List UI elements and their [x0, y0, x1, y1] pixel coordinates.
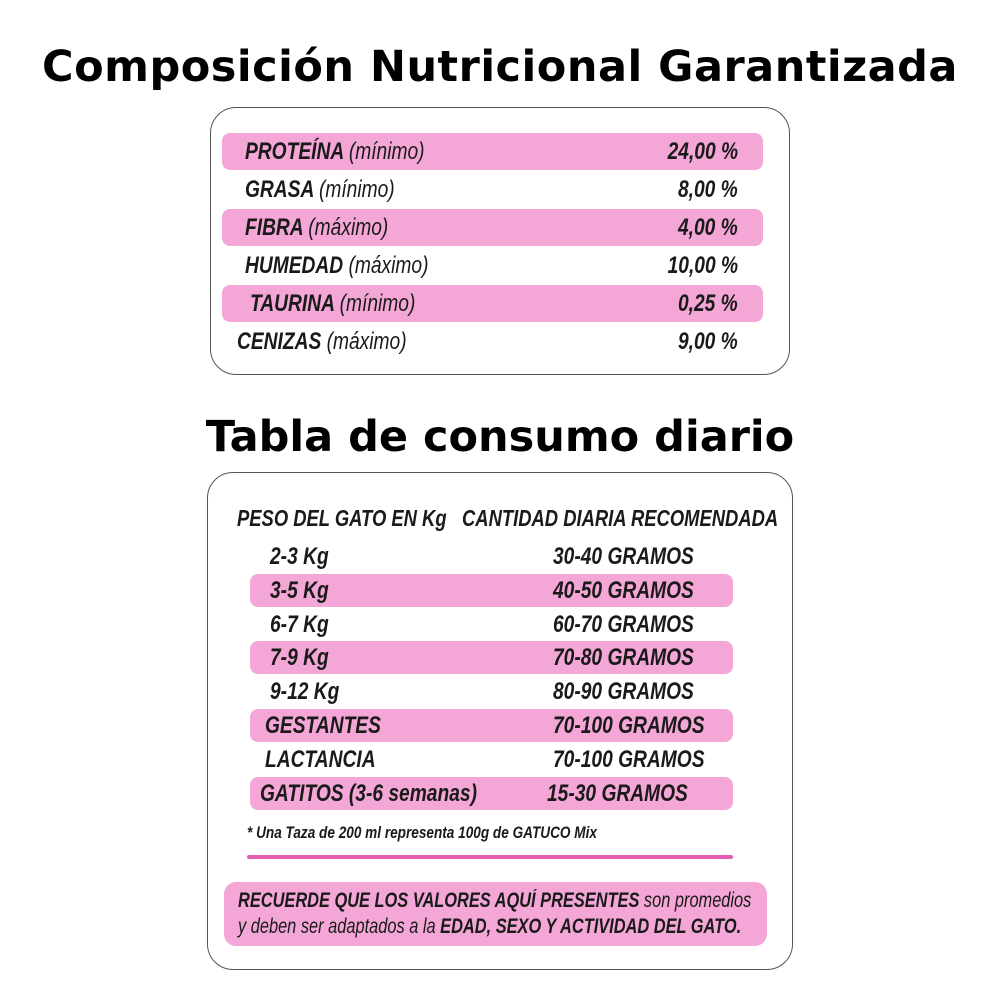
consumption-row: 9-12 Kg 80-90 GRAMOS [250, 675, 733, 708]
consumption-row: GATITOS (3-6 semanas) 15-30 GRAMOS [250, 776, 733, 810]
composition-row: CENIZAS (máximo) 9,00 % [222, 323, 763, 360]
notice-bold: RECUERDE QUE LOS VALORES AQUÍ PRESENTES [238, 889, 640, 912]
nutrient-label: CENIZAS (máximo) [237, 328, 407, 355]
nutrient-value: 10,00 % [667, 252, 738, 279]
amount-value: 40-50 GRAMOS [553, 576, 694, 604]
weight-label: 9-12 Kg [270, 678, 340, 706]
composition-title: Composición Nutricional Garantizada [42, 42, 958, 92]
nutrient-value: 4,00 % [678, 214, 738, 241]
nutrient-label: GRASA (mínimo) [245, 176, 395, 203]
header-amount: CANTIDAD DIARIA RECOMENDADA [462, 505, 779, 531]
composition-row: HUMEDAD (máximo) 10,00 % [222, 247, 763, 284]
amount-value: 80-90 GRAMOS [553, 678, 694, 706]
nutrient-label: PROTEÍNA (mínimo) [245, 138, 425, 165]
nutrient-value: 24,00 % [667, 138, 738, 165]
composition-row: PROTEÍNA (mínimo) 24,00 % [222, 133, 763, 170]
composition-row: FIBRA (máximo) 4,00 % [222, 209, 763, 246]
consumption-row: 7-9 Kg 70-80 GRAMOS [250, 641, 733, 675]
weight-label: GESTANTES [265, 712, 381, 739]
amount-value: 70-80 GRAMOS [553, 644, 694, 672]
composition-row: GRASA (mínimo) 8,00 % [222, 171, 763, 208]
consumption-header: PESO DEL GATO EN Kg CANTIDAD DIARIA RECO… [237, 500, 779, 537]
notice-text: RECUERDE QUE LOS VALORES AQUÍ PRESENTES … [238, 888, 753, 940]
footnote-text: * Una Taza de 200 ml representa 100g de … [247, 823, 597, 842]
consumption-row: GESTANTES 70-100 GRAMOS [250, 709, 733, 742]
weight-label: LACTANCIA [265, 745, 376, 773]
amount-value: 70-100 GRAMOS [553, 745, 705, 773]
nutrient-label: FIBRA (máximo) [245, 214, 389, 241]
header-weight: PESO DEL GATO EN Kg [237, 505, 447, 531]
notice-box: RECUERDE QUE LOS VALORES AQUÍ PRESENTES … [224, 882, 767, 946]
weight-label: 2-3 Kg [270, 543, 329, 570]
nutrient-value: 0,25 % [678, 290, 738, 317]
consumption-title: Tabla de consumo diario [205, 412, 795, 462]
amount-value: 70-100 GRAMOS [553, 712, 705, 739]
divider [247, 855, 733, 859]
amount-value: 15-30 GRAMOS [547, 779, 688, 807]
weight-label: 7-9 Kg [270, 644, 329, 672]
consumption-row: 2-3 Kg 30-40 GRAMOS [250, 540, 733, 573]
consumption-row: LACTANCIA 70-100 GRAMOS [250, 743, 733, 776]
amount-value: 60-70 GRAMOS [553, 610, 694, 638]
nutrient-value: 9,00 % [678, 328, 738, 355]
amount-value: 30-40 GRAMOS [553, 543, 694, 570]
weight-label: GATITOS (3-6 semanas) [260, 779, 477, 807]
weight-label: 3-5 Kg [270, 576, 329, 604]
composition-row: TAURINA (mínimo) 0,25 % [222, 285, 763, 322]
consumption-row: 6-7 Kg 60-70 GRAMOS [250, 608, 733, 641]
nutrient-label: TAURINA (mínimo) [250, 290, 416, 317]
consumption-row: 3-5 Kg 40-50 GRAMOS [250, 573, 733, 607]
weight-label: 6-7 Kg [270, 610, 329, 638]
nutrient-value: 8,00 % [678, 176, 738, 203]
nutrient-label: HUMEDAD (máximo) [245, 252, 429, 279]
notice-normal: son promedios y deben ser adaptados a la [238, 889, 752, 938]
footnote: * Una Taza de 200 ml representa 100g de … [247, 823, 684, 843]
notice-bold2: EDAD, SEXO Y ACTIVIDAD DEL GATO. [440, 915, 742, 938]
